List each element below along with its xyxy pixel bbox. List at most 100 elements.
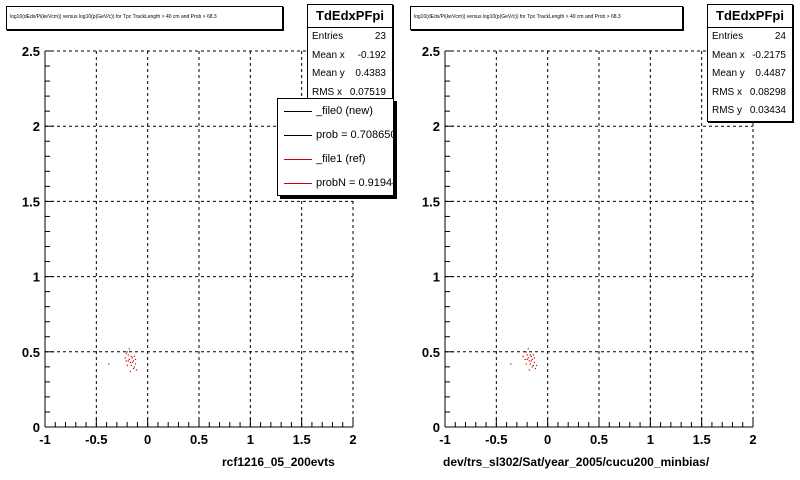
data-point — [510, 363, 512, 365]
x-tick-label: -0.5 — [85, 432, 107, 447]
data-point — [528, 369, 530, 371]
stats-row: Mean y 0.4487 — [708, 65, 792, 84]
legend-box: _file0 (new) prob = 0.708650 _file1 (ref) p… — [277, 98, 394, 196]
legend-entry: _file0 (new) — [278, 99, 393, 123]
legend-swatch — [284, 159, 312, 160]
y-tick-label: 2.5 — [22, 44, 40, 59]
stats-row: RMS y 0.03434 — [708, 102, 792, 121]
plot-right: -1 -0.5 0 0.5 1 1.5 2 0 0.5 1 1.5 2 2.5 — [422, 44, 757, 447]
stats-row: Entries 24 — [708, 28, 792, 47]
data-point — [530, 355, 532, 358]
stats-value: 0.08298 — [749, 86, 786, 98]
stats-title-right: TdEdxPFpi — [708, 5, 792, 28]
data-point — [127, 354, 129, 356]
y-tick-label: 2.5 — [422, 44, 440, 59]
stats-row: RMS x 0.07519 — [308, 84, 392, 103]
data-point — [535, 364, 538, 367]
y-tick-label: 2 — [33, 119, 40, 134]
legend-entry: _file1 (ref) — [278, 147, 393, 171]
stats-box-right: TdEdxPFpi Entries 24 Mean x -0.2175 Mean y 0.… — [707, 4, 793, 122]
x-tick-label: 1 — [247, 432, 254, 447]
y-tick-label: 0 — [33, 420, 40, 435]
data-point — [127, 360, 129, 362]
data-point — [133, 366, 136, 368]
stats-row: Mean x -0.192 — [308, 47, 392, 66]
data-point — [534, 367, 537, 370]
legend-entry: probN = 0.919446 — [278, 171, 393, 195]
stats-label: RMS x — [712, 86, 742, 98]
data-point — [132, 367, 134, 370]
stats-title-left: TdEdxPFpi — [308, 5, 392, 28]
legend-entry: prob = 0.708650 — [278, 123, 393, 147]
data-point — [130, 355, 132, 358]
x-axis-title-right: dev/trs_sl302/Sat/year_2005/cucu200_minb… — [443, 455, 710, 469]
y-tick-label: 0.5 — [422, 345, 440, 360]
stats-value: 0.4383 — [355, 68, 386, 79]
data-point — [134, 358, 137, 361]
stats-label: Entries — [712, 31, 744, 42]
stats-label: RMS y — [712, 105, 742, 116]
data-point — [526, 358, 528, 361]
data-point — [125, 352, 127, 355]
legend-swatch — [284, 111, 312, 112]
data-point — [133, 355, 136, 358]
data-point — [134, 363, 137, 365]
stats-value: 0.07519 — [349, 86, 386, 98]
x-tick-label: 0.5 — [590, 432, 608, 447]
data-point — [524, 351, 526, 353]
data-point — [132, 360, 134, 362]
stats-label: RMS x — [312, 86, 342, 98]
data-point — [135, 369, 138, 371]
data-point — [129, 370, 131, 373]
data-point — [529, 354, 531, 356]
legend-swatch — [284, 135, 312, 136]
x-tick-label: 1 — [647, 432, 654, 447]
data-point — [126, 351, 128, 353]
stats-value: 23 — [374, 31, 386, 42]
stats-label: Mean x — [712, 49, 745, 61]
stats-value: 0.4487 — [755, 68, 786, 79]
data-point — [130, 364, 132, 367]
x-tick-label: 1.5 — [293, 432, 311, 447]
stats-row: RMS x 0.08298 — [708, 84, 792, 103]
y-tick-label: 0 — [433, 420, 440, 435]
x-tick-label: 0 — [144, 432, 151, 447]
x-tick-label: 2 — [349, 432, 356, 447]
stats-label: Mean y — [712, 68, 745, 79]
data-point — [128, 348, 130, 350]
data-point — [529, 363, 531, 365]
x-tick-label: 0.5 — [190, 432, 208, 447]
plot-title-left: log10(dEdx/Pi(keVcm)) versus log10(p(GeV… — [6, 6, 283, 30]
x-tick-label: -1 — [39, 432, 51, 447]
stats-value: -0.192 — [357, 49, 386, 61]
data-point — [528, 360, 530, 362]
stats-row: Entries 23 — [308, 28, 392, 47]
data-point — [129, 361, 131, 364]
data-point — [525, 363, 527, 365]
x-tick-label: 2 — [749, 432, 756, 447]
stats-row: Mean y 0.4383 — [308, 65, 392, 84]
x-tick-label: 0 — [544, 432, 551, 447]
data-point — [527, 348, 529, 350]
legend-swatch — [284, 183, 312, 184]
data-point — [126, 364, 128, 367]
y-tick-label: 1 — [33, 270, 40, 285]
legend-label: prob = 0.708650 — [316, 129, 394, 141]
y-tick-label: 1 — [433, 270, 440, 285]
y-tick-label: 1.5 — [22, 194, 40, 209]
data-point — [531, 358, 533, 361]
data-point — [124, 357, 126, 359]
y-tick-label: 2 — [433, 119, 440, 134]
y-tick-label: 0.5 — [22, 345, 40, 360]
x-tick-label: -1 — [439, 432, 451, 447]
legend-label: _file0 (new) — [316, 105, 373, 117]
plot-title-right: log10(dEdx/Pi(keVcm)) versus log10(p(GeV… — [410, 6, 683, 30]
x-tick-label: -0.5 — [485, 432, 507, 447]
data-point — [522, 355, 524, 358]
data-point — [125, 360, 127, 362]
data-point — [108, 363, 110, 365]
data-point — [526, 354, 528, 356]
data-point — [128, 358, 130, 361]
legend-label: probN = 0.919446 — [316, 177, 393, 189]
